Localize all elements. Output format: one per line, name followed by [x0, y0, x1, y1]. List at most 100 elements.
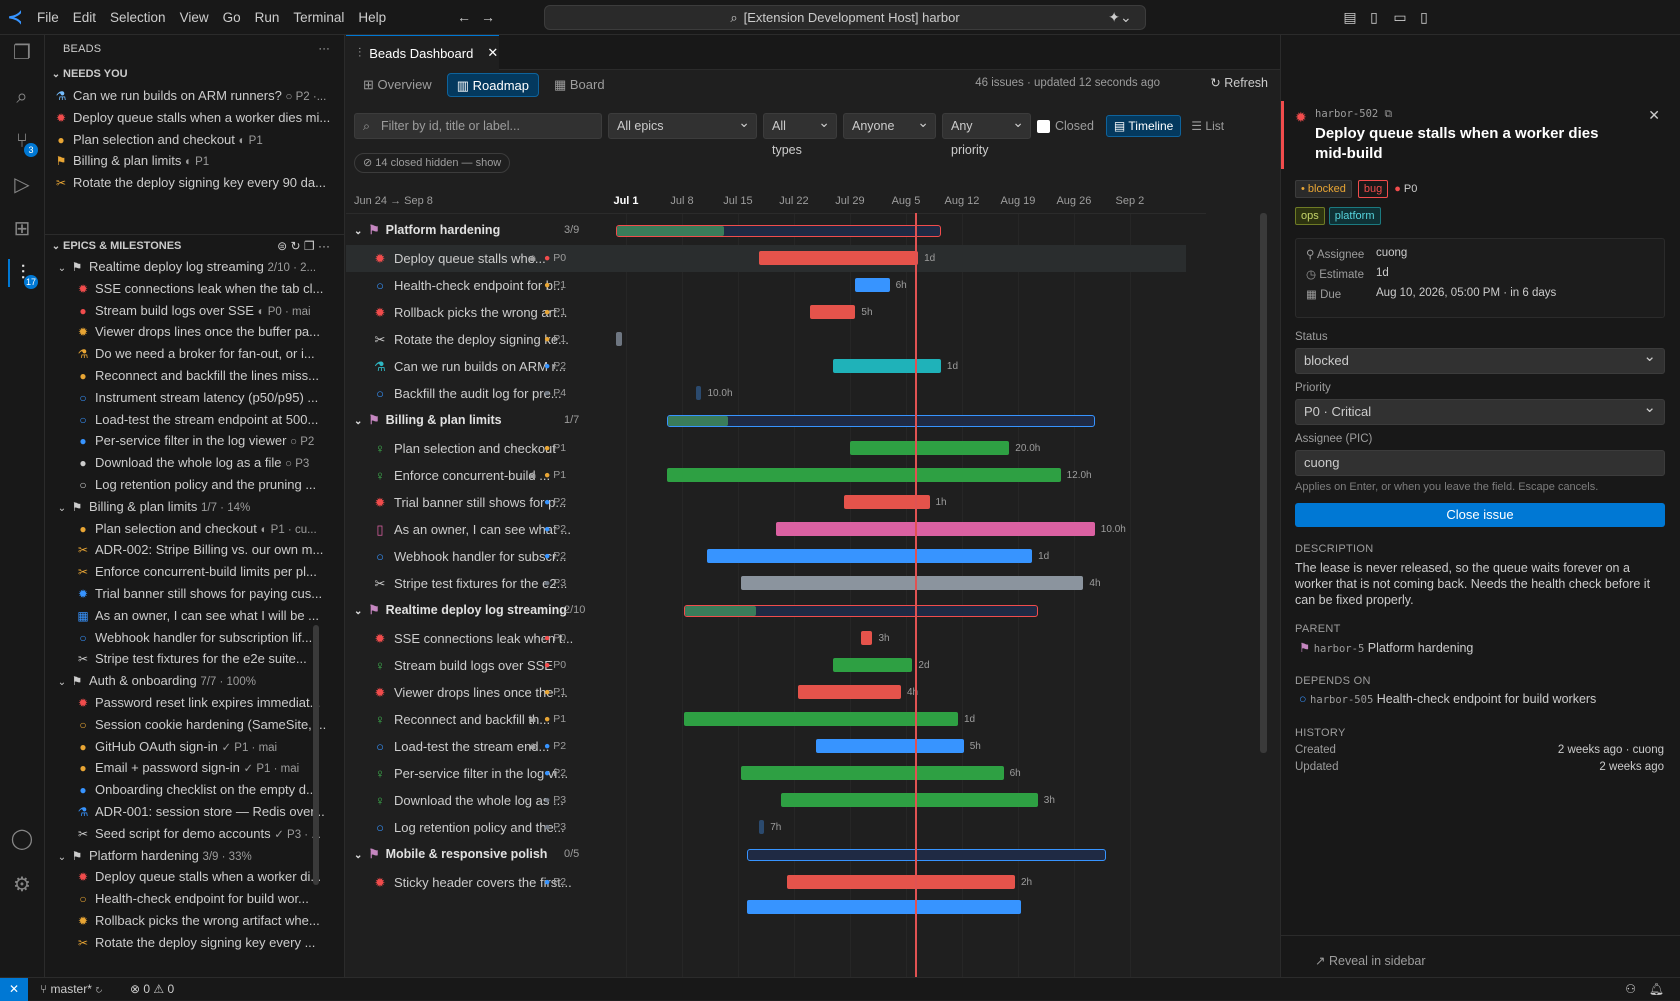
view-tab-overview[interactable]: ⊞ Overview — [363, 77, 432, 92]
timeline-task-row[interactable]: ▯ As an owner, I can see what ... ● P2 10.0… — [346, 516, 1186, 543]
task-span-bar[interactable] — [787, 875, 1015, 889]
timeline-task-row[interactable]: ✂ Stripe test fixtures for the e2... ● P3 4… — [346, 570, 1186, 597]
toggle-secondary-sidebar-icon[interactable]: ▯ — [1420, 9, 1428, 25]
needs-you-item[interactable]: ⚑ Billing & plan limits ◐ P1 — [45, 150, 344, 172]
epic-child-item[interactable]: ✂ ADR-002: Stripe Billing vs. our own m..… — [45, 539, 344, 561]
menu-item-selection[interactable]: Selection — [110, 9, 166, 25]
timeline-task-row[interactable]: ✹ Viewer drops lines once the ... ● P1 4h — [346, 679, 1186, 706]
depends-link[interactable]: ○ harbor-505 Health-check endpoint for b… — [1299, 692, 1597, 706]
close-tab-icon[interactable]: ✕ — [487, 45, 499, 60]
list-toggle[interactable]: ☰ List — [1191, 119, 1225, 133]
customize-layout-icon[interactable]: ▤ — [1343, 9, 1357, 25]
task-span-bar[interactable] — [758, 251, 919, 265]
task-span-bar[interactable] — [695, 386, 702, 400]
timeline-task-row[interactable]: ✹ Sticky header covers the first... ● P2 2h — [346, 869, 1186, 896]
epic-child-item[interactable]: ○ Log retention policy and the pruning ..… — [45, 474, 344, 496]
remote-icon[interactable]: ✕ — [0, 978, 28, 1001]
epic-child-item[interactable]: ✹ Viewer drops lines once the buffer pa..… — [45, 321, 344, 343]
task-span-bar[interactable] — [832, 658, 913, 672]
closed-checkbox[interactable] — [1037, 119, 1050, 133]
timeline-epic-row[interactable]: ⌄ ⚑ Platform hardening 3/9 — [346, 217, 1186, 245]
task-span-bar[interactable] — [741, 576, 1084, 590]
copilot-status-icon[interactable]: ⚇ — [1625, 982, 1636, 996]
task-span-bar[interactable] — [667, 468, 1061, 482]
task-span-bar[interactable] — [855, 278, 890, 292]
chevron-down-icon[interactable]: ⌄ — [354, 606, 363, 617]
epic-span-bar[interactable] — [667, 415, 1095, 427]
notifications-icon[interactable]: 🔔︎ — [1648, 982, 1664, 996]
timeline-epic-row[interactable]: ⌄ ⚑ Mobile & responsive polish 0/5 — [346, 841, 1186, 869]
chevron-down-icon[interactable]: ⌄ — [57, 851, 67, 863]
settings-gear-icon[interactable]: ⚙ — [13, 874, 31, 896]
forward-arrow-icon[interactable]: → — [481, 9, 495, 25]
epic-node[interactable]: ⌄ ⚑ Platform hardening 3/9 · 33% — [45, 845, 344, 867]
timeline-task-row[interactable]: ♀ Reconnect and backfill th... 🔒︎ ● P1 1d — [346, 706, 1186, 733]
timeline-task-row[interactable]: ♀ Stream build logs over SSE ● P0 2d — [346, 652, 1186, 679]
needs-you-item[interactable]: ✂ Rotate the deploy signing key every 90 … — [45, 172, 344, 194]
extensions-icon[interactable]: ⊞ — [13, 218, 31, 240]
task-span-bar[interactable] — [758, 820, 765, 834]
needs-you-header[interactable]: ⌄ NEEDS YOU — [51, 68, 128, 80]
task-span-bar[interactable] — [849, 441, 1010, 455]
task-span-bar[interactable] — [798, 685, 901, 699]
refresh-button[interactable]: ↻ Refresh — [1210, 76, 1268, 90]
close-detail-icon[interactable]: ✕ — [1648, 107, 1660, 123]
chevron-down-icon[interactable]: ⌄ — [57, 677, 67, 689]
pic-input[interactable]: cuong — [1295, 450, 1665, 476]
chevron-down-icon[interactable]: ⌄ — [57, 502, 67, 514]
account-icon[interactable]: ◯ — [10, 828, 34, 850]
epic-span-bar[interactable] — [747, 849, 1107, 861]
timeline-task-row[interactable]: ✹ Rollback picks the wrong art... ● P1 5h — [346, 299, 1186, 326]
needs-you-item[interactable]: ● Plan selection and checkout ◐ P1 — [45, 129, 344, 151]
needs-you-item[interactable]: ⚗ Can we run builds on ARM runners? ○ P2 … — [45, 85, 344, 107]
menu-item-file[interactable]: File — [37, 9, 59, 25]
epic-child-item[interactable]: ● Plan selection and checkout ◐ P1 · cu..… — [45, 518, 344, 540]
problems-indicator[interactable]: ⊗ 0 ⚠ 0 — [130, 982, 175, 996]
chevron-down-icon[interactable]: ⌄ — [354, 850, 363, 861]
epic-child-item[interactable]: ✂ Stripe test fixtures for the e2e suite.… — [45, 648, 344, 670]
epic-child-item[interactable]: ● Stream build logs over SSE ◐ P0 · mai — [45, 300, 344, 322]
chevron-down-icon[interactable]: ⌄ — [354, 416, 363, 427]
more-actions-icon[interactable]: ··· — [318, 43, 330, 55]
status-select[interactable]: blocked — [1295, 345, 1665, 374]
epics-actions[interactable]: ⊜ ↻ ❐ ··· — [277, 238, 330, 253]
epics-header[interactable]: ⌄ EPICS & MILESTONES ⊜ ↻ ❐ ··· — [45, 233, 344, 256]
timeline-task-row[interactable]: ⚗ Can we run builds on ARM r... ● P2 1d — [346, 353, 1186, 380]
epic-child-item[interactable]: ● Onboarding checklist on the empty d... — [45, 779, 344, 801]
beads-view-icon[interactable]: ⫶ 17 — [8, 259, 38, 289]
parent-link[interactable]: ⚑ harbor-5 Platform hardening — [1299, 641, 1474, 655]
task-span-bar[interactable] — [747, 900, 1021, 914]
assignee-select[interactable]: Anyone — [843, 110, 936, 139]
chevron-down-icon[interactable]: ⌄ — [57, 262, 67, 274]
label-ops[interactable]: ops — [1295, 207, 1325, 225]
command-center[interactable]: ⌕ [Extension Development Host] harbor — [544, 5, 1146, 30]
tab-beads-dashboard[interactable]: ⫶ Beads Dashboard ✕ — [346, 35, 499, 70]
epic-child-item[interactable]: ○ Webhook handler for subscription lif... — [45, 627, 344, 649]
needs-you-item[interactable]: ✹ Deploy queue stalls when a worker dies … — [45, 107, 344, 129]
epic-child-item[interactable]: ✂ Rotate the deploy signing key every ... — [45, 932, 344, 954]
toggle-sidebar-icon[interactable]: ▯ — [1370, 9, 1378, 25]
epic-child-item[interactable]: ✹ Trial banner still shows for paying cus… — [45, 583, 344, 605]
epic-child-item[interactable]: ✹ Deploy queue stalls when a worker di... — [45, 866, 344, 888]
epic-node[interactable]: ⌄ ⚑ Billing & plan limits 1/7 · 14% — [45, 496, 344, 518]
epic-child-item[interactable]: ● Reconnect and backfill the lines miss..… — [45, 365, 344, 387]
timeline-task-row[interactable]: ♀ Enforce concurrent-build ... 🔒︎ ● P1 12.0h — [346, 462, 1186, 489]
task-span-bar[interactable] — [809, 305, 856, 319]
task-span-bar[interactable] — [707, 549, 1033, 563]
epic-child-item[interactable]: ▦ As an owner, I can see what I will be .… — [45, 605, 344, 627]
priority-select[interactable]: P0 · Critical — [1295, 396, 1665, 425]
task-span-bar[interactable] — [844, 495, 930, 509]
task-span-bar[interactable] — [815, 739, 964, 753]
timeline-task-row[interactable]: ✹ Deploy queue stalls whe... 🔒︎ ● P0 1d — [346, 245, 1186, 272]
menu-item-go[interactable]: Go — [222, 9, 241, 25]
branch-indicator[interactable]: ⑂ master* ↻ — [40, 982, 103, 996]
task-span-bar[interactable] — [861, 631, 873, 645]
timeline-task-row[interactable]: ○ Backfill the audit log for pre... ● P4 10… — [346, 380, 1186, 407]
timeline-task-row[interactable]: ✂ Rotate the deploy signing ke... ● P1 — [346, 326, 1186, 353]
epic-child-item[interactable]: ✹ Password reset link expires immediat... — [45, 692, 344, 714]
timeline-task-row[interactable]: ✹ SSE connections leak when t... ● P0 3h — [346, 625, 1186, 652]
search-view-icon[interactable]: ⌕ — [16, 86, 28, 108]
task-span-bar[interactable] — [684, 712, 958, 726]
timeline-epic-row[interactable]: ⌄ ⚑ Realtime deploy log streaming 2/10 — [346, 597, 1186, 625]
timeline-task-row[interactable]: ♀ Per-service filter in the log vi... ● P2… — [346, 760, 1186, 787]
